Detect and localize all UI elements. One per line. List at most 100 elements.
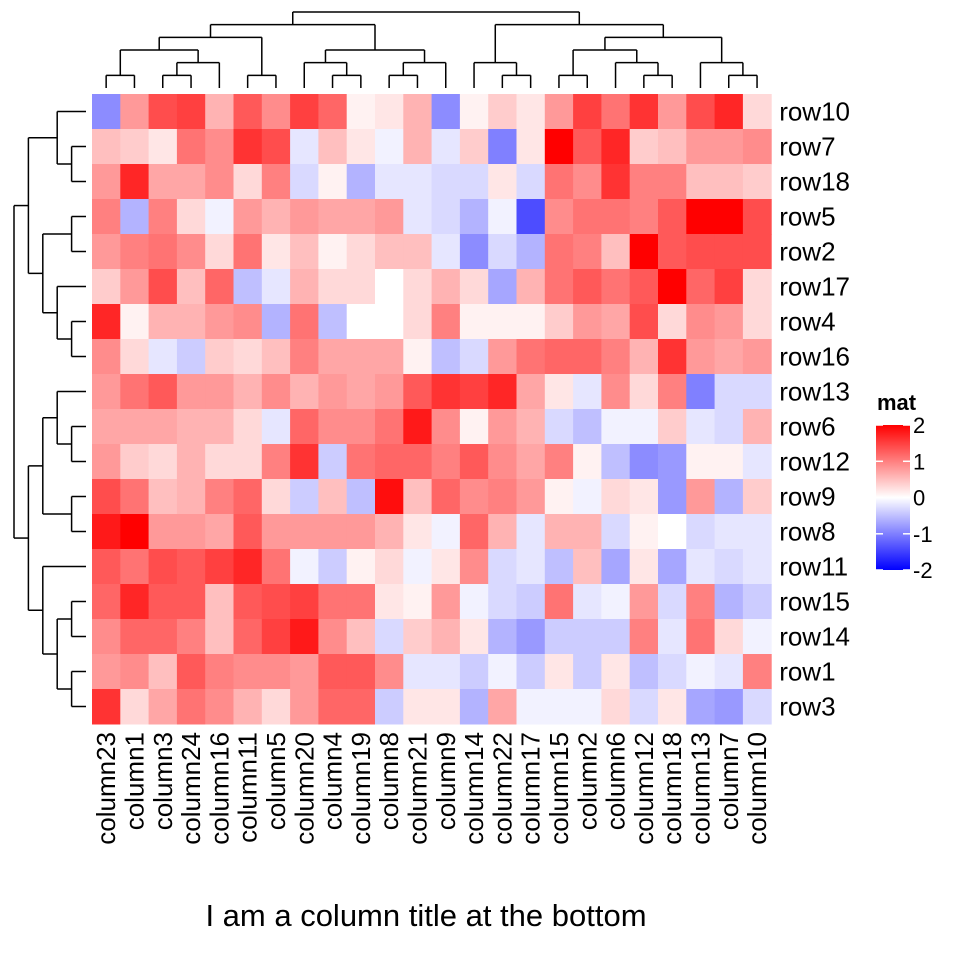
heatmap-cell (601, 689, 631, 725)
heatmap-cell (544, 164, 574, 200)
heatmap-cell (148, 129, 178, 165)
heatmap-cell (375, 94, 404, 130)
heatmap-cell (459, 584, 489, 620)
heatmap-cell (742, 549, 772, 585)
heatmap-cell (431, 549, 461, 585)
row-label: row2 (779, 237, 835, 267)
heatmap-cell (261, 444, 291, 480)
heatmap-cell (403, 129, 433, 165)
heatmap-cell (431, 339, 461, 375)
heatmap-cell (459, 689, 489, 725)
heatmap-cell (375, 549, 404, 585)
heatmap-cell (431, 619, 461, 655)
heatmap-cell (573, 374, 602, 410)
heatmap-cell (120, 514, 150, 550)
heatmap-cell (205, 304, 234, 340)
heatmap-cell (544, 654, 574, 690)
heatmap-cell (629, 444, 659, 480)
heatmap-cell (742, 409, 772, 445)
heatmap-cell (658, 619, 687, 655)
heatmap-cell (601, 339, 631, 375)
heatmap-cell (658, 584, 687, 620)
heatmap-cell (148, 94, 178, 130)
heatmap-cell (318, 689, 348, 725)
heatmap-cell (176, 689, 206, 725)
heatmap-cell (686, 234, 716, 270)
heatmap-cell (403, 164, 433, 200)
heatmap-cell (318, 304, 348, 340)
heatmap-cell (544, 234, 574, 270)
heatmap-cell (742, 304, 772, 340)
heatmap-cell (629, 409, 659, 445)
heatmap-cell (431, 654, 461, 690)
legend-title: mat (877, 390, 917, 415)
heatmap-cell (176, 514, 206, 550)
heatmap-cell (516, 199, 546, 235)
heatmap-cell (459, 339, 489, 375)
column-label: column12 (629, 732, 659, 845)
heatmap-cell (629, 129, 659, 165)
heatmap-cell (403, 689, 433, 725)
heatmap-cell (516, 129, 546, 165)
column-label: column11 (233, 732, 263, 843)
heatmap-cell (544, 269, 574, 305)
heatmap-cell (261, 584, 291, 620)
heatmap-cell (714, 374, 744, 410)
heatmap-cell (403, 654, 433, 690)
heatmap-cell (516, 234, 546, 270)
heatmap-cell (375, 584, 404, 620)
heatmap-cell (233, 549, 263, 585)
heatmap-cell (290, 584, 319, 620)
heatmap-cell (403, 514, 433, 550)
legend-tick-label: -2 (913, 558, 933, 583)
heatmap-cell (375, 304, 404, 340)
heatmap-cell (516, 444, 546, 480)
heatmap-cell (233, 339, 263, 375)
heatmap-cell (346, 199, 376, 235)
heatmap-cell (92, 479, 121, 515)
heatmap-cell (629, 304, 659, 340)
heatmap-cell (318, 374, 348, 410)
heatmap-cell (658, 304, 687, 340)
heatmap-cell (375, 269, 404, 305)
heatmap-cell (205, 689, 234, 725)
row-label: row15 (779, 587, 850, 617)
heatmap-cell (346, 164, 376, 200)
heatmap-cell (516, 94, 546, 130)
column-label: column19 (346, 732, 376, 845)
column-label: column17 (516, 732, 546, 845)
heatmap-cell (629, 339, 659, 375)
heatmap-cell (120, 129, 150, 165)
heatmap-cell (375, 409, 404, 445)
heatmap-cell (346, 304, 376, 340)
row-label: row9 (779, 482, 835, 512)
heatmap-cell (742, 129, 772, 165)
heatmap-cell (120, 654, 150, 690)
heatmap-cell (120, 164, 150, 200)
heatmap-cell (261, 129, 291, 165)
heatmap-cell (375, 479, 404, 515)
heatmap-cell (233, 514, 263, 550)
heatmap-cell (261, 619, 291, 655)
heatmap-cell (403, 444, 433, 480)
heatmap-cell (120, 199, 150, 235)
heatmap-cell (573, 619, 602, 655)
heatmap-cell (601, 269, 631, 305)
heatmap-cell (629, 269, 659, 305)
heatmap-cell (714, 514, 744, 550)
heatmap-cell (148, 549, 178, 585)
heatmap-cell (346, 584, 376, 620)
heatmap-cell (686, 409, 716, 445)
column-label: column18 (657, 732, 687, 845)
heatmap-cell (573, 304, 602, 340)
heatmap-cell (92, 234, 121, 270)
heatmap-cell (205, 94, 234, 130)
heatmap-cell (205, 549, 234, 585)
heatmap-cell (488, 514, 517, 550)
heatmap-cell (742, 479, 772, 515)
heatmap-cell (290, 94, 319, 130)
heatmap-cell (92, 514, 121, 550)
heatmap-cell (290, 409, 319, 445)
heatmap-cell (714, 479, 744, 515)
heatmap-cell (346, 234, 376, 270)
